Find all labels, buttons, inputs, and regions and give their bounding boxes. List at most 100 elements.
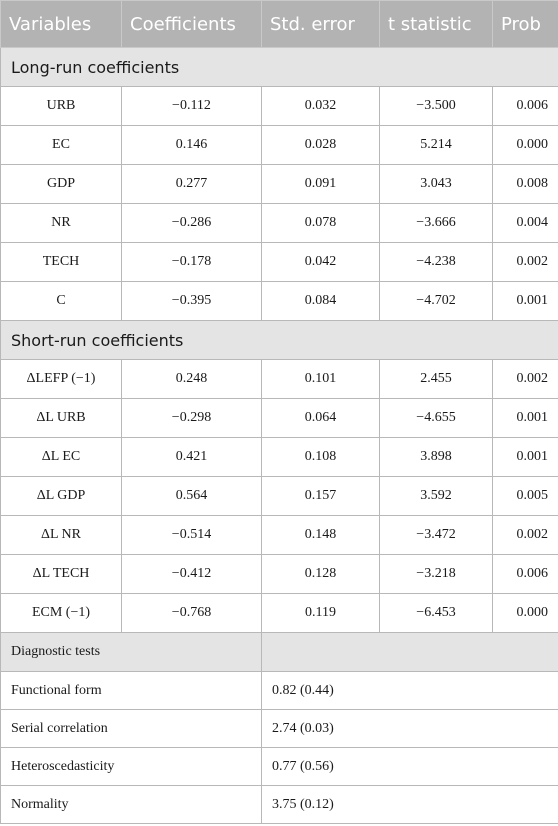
table-row: NR −0.286 0.078 −3.666 0.004: [0, 203, 558, 243]
diagnostic-test-value: 0.82 (0.44): [261, 671, 558, 710]
prob-cell: 0.006: [492, 554, 558, 594]
prob-cell: 0.002: [492, 242, 558, 282]
table-row: EC 0.146 0.028 5.214 0.000: [0, 125, 558, 165]
variable-cell: ΔL NR: [0, 515, 122, 555]
variable-cell: GDP: [0, 164, 122, 204]
std-error-cell: 0.157: [261, 476, 380, 516]
std-error-cell: 0.042: [261, 242, 380, 282]
table-row: GDP 0.277 0.091 3.043 0.008: [0, 164, 558, 204]
variable-cell: TECH: [0, 242, 122, 282]
diagnostics-title: Diagnostic tests: [0, 632, 262, 672]
diagnostic-test-value: 0.77 (0.56): [261, 747, 558, 786]
header-variables: Variables: [0, 0, 122, 48]
table-row: ΔL EC 0.421 0.108 3.898 0.001: [0, 437, 558, 477]
std-error-cell: 0.101: [261, 359, 380, 399]
variable-cell: ΔL EC: [0, 437, 122, 477]
coefficient-cell: −0.178: [121, 242, 262, 282]
diagnostic-row: Normality 3.75 (0.12): [0, 785, 558, 824]
coefficient-cell: −0.395: [121, 281, 262, 321]
t-statistic-cell: 5.214: [379, 125, 493, 165]
std-error-cell: 0.108: [261, 437, 380, 477]
t-statistic-cell: −3.500: [379, 86, 493, 126]
diagnostics-section-row: Diagnostic tests: [0, 632, 558, 672]
prob-cell: 0.006: [492, 86, 558, 126]
variable-cell: C: [0, 281, 122, 321]
coefficient-cell: 0.421: [121, 437, 262, 477]
table-row: TECH −0.178 0.042 −4.238 0.002: [0, 242, 558, 282]
coefficient-cell: 0.146: [121, 125, 262, 165]
coefficient-cell: −0.112: [121, 86, 262, 126]
std-error-cell: 0.091: [261, 164, 380, 204]
variable-cell: ΔL URB: [0, 398, 122, 438]
coefficient-cell: −0.514: [121, 515, 262, 555]
variable-cell: URB: [0, 86, 122, 126]
coefficient-cell: −0.768: [121, 593, 262, 633]
std-error-cell: 0.128: [261, 554, 380, 594]
diagnostic-test-name: Serial correlation: [0, 709, 262, 748]
t-statistic-cell: −3.218: [379, 554, 493, 594]
diagnostic-test-value: 2.74 (0.03): [261, 709, 558, 748]
std-error-cell: 0.084: [261, 281, 380, 321]
table-row: ΔL TECH −0.412 0.128 −3.218 0.006: [0, 554, 558, 594]
diagnostic-row: Serial correlation 2.74 (0.03): [0, 709, 558, 748]
coefficient-cell: −0.412: [121, 554, 262, 594]
std-error-cell: 0.032: [261, 86, 380, 126]
coefficient-cell: 0.277: [121, 164, 262, 204]
header-t-statistic: t statistic: [379, 0, 493, 48]
diagnostic-test-name: Heteroscedasticity: [0, 747, 262, 786]
table-row: C −0.395 0.084 −4.702 0.001: [0, 281, 558, 321]
std-error-cell: 0.078: [261, 203, 380, 243]
variable-cell: EC: [0, 125, 122, 165]
t-statistic-cell: −6.453: [379, 593, 493, 633]
prob-cell: 0.001: [492, 398, 558, 438]
t-statistic-cell: −4.702: [379, 281, 493, 321]
diagnostic-row: Functional form 0.82 (0.44): [0, 671, 558, 710]
t-statistic-cell: 3.592: [379, 476, 493, 516]
t-statistic-cell: 3.898: [379, 437, 493, 477]
std-error-cell: 0.028: [261, 125, 380, 165]
variable-cell: ΔL TECH: [0, 554, 122, 594]
diagnostics-title-filler: [261, 632, 558, 672]
std-error-cell: 0.064: [261, 398, 380, 438]
t-statistic-cell: −3.666: [379, 203, 493, 243]
variable-cell: ΔLEFP (−1): [0, 359, 122, 399]
table-row: ΔL NR −0.514 0.148 −3.472 0.002: [0, 515, 558, 555]
header-row: Variables Coefficients Std. error t stat…: [0, 0, 558, 48]
prob-cell: 0.002: [492, 359, 558, 399]
long-run-title: Long-run coefficients: [0, 47, 558, 87]
std-error-cell: 0.119: [261, 593, 380, 633]
diagnostic-test-value: 3.75 (0.12): [261, 785, 558, 824]
header-coefficients: Coefficients: [121, 0, 262, 48]
prob-cell: 0.000: [492, 125, 558, 165]
short-run-title: Short-run coefficients: [0, 320, 558, 360]
diagnostic-test-name: Functional form: [0, 671, 262, 710]
prob-cell: 0.001: [492, 281, 558, 321]
t-statistic-cell: −3.472: [379, 515, 493, 555]
coefficient-cell: 0.564: [121, 476, 262, 516]
variable-cell: ECM (−1): [0, 593, 122, 633]
short-run-section-row: Short-run coefficients: [0, 320, 558, 360]
prob-cell: 0.005: [492, 476, 558, 516]
prob-cell: 0.001: [492, 437, 558, 477]
table-row: ΔL GDP 0.564 0.157 3.592 0.005: [0, 476, 558, 516]
header-prob: Prob: [492, 0, 558, 48]
table-row: ΔLEFP (−1) 0.248 0.101 2.455 0.002: [0, 359, 558, 399]
diagnostic-test-name: Normality: [0, 785, 262, 824]
prob-cell: 0.002: [492, 515, 558, 555]
t-statistic-cell: −4.238: [379, 242, 493, 282]
coefficient-cell: 0.248: [121, 359, 262, 399]
t-statistic-cell: 3.043: [379, 164, 493, 204]
variable-cell: ΔL GDP: [0, 476, 122, 516]
long-run-section-row: Long-run coefficients: [0, 47, 558, 87]
t-statistic-cell: 2.455: [379, 359, 493, 399]
prob-cell: 0.004: [492, 203, 558, 243]
table-row: URB −0.112 0.032 −3.500 0.006: [0, 86, 558, 126]
table-row: ΔL URB −0.298 0.064 −4.655 0.001: [0, 398, 558, 438]
coefficient-cell: −0.286: [121, 203, 262, 243]
std-error-cell: 0.148: [261, 515, 380, 555]
header-std-error: Std. error: [261, 0, 380, 48]
t-statistic-cell: −4.655: [379, 398, 493, 438]
coefficient-cell: −0.298: [121, 398, 262, 438]
diagnostic-row: Heteroscedasticity 0.77 (0.56): [0, 747, 558, 786]
